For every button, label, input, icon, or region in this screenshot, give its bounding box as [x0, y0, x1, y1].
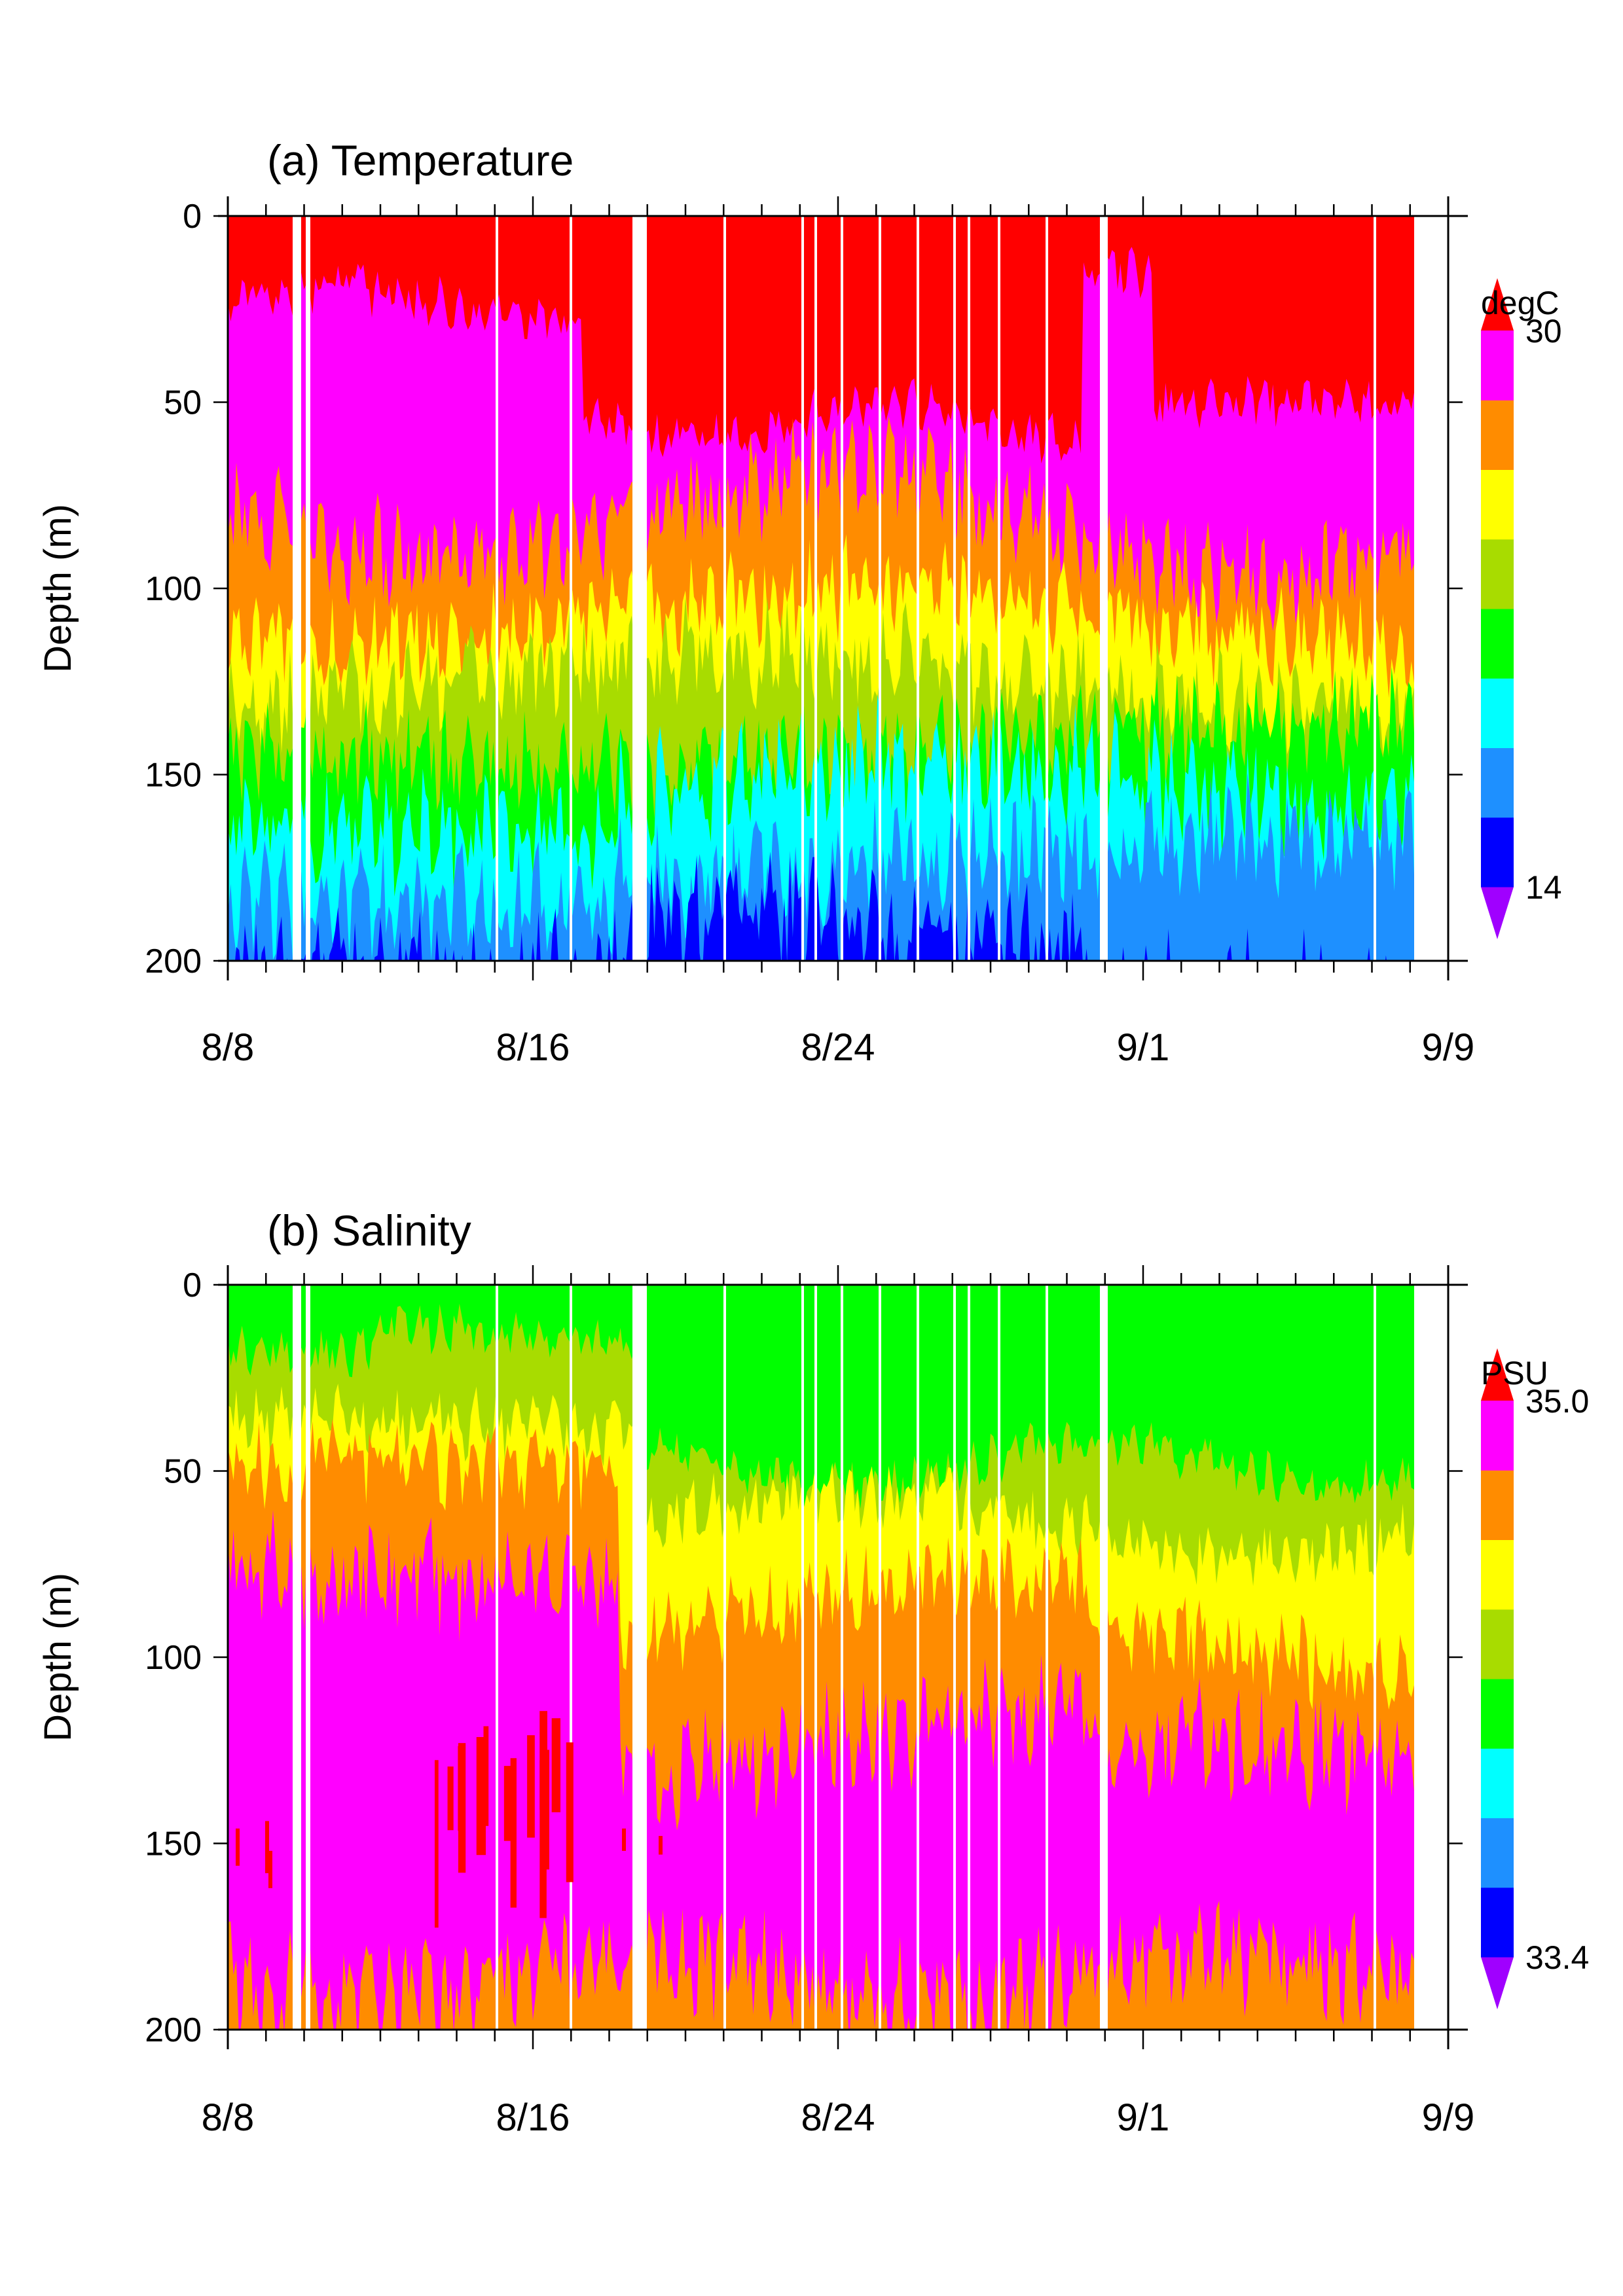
colorbar-segment: [1481, 331, 1514, 401]
colorbar-segment: [1481, 609, 1514, 679]
colorbar-segment: [1481, 1818, 1514, 1888]
colorbar-segment: [1481, 1470, 1514, 1540]
y-tick-label: 200: [145, 942, 202, 980]
data-gap: [1415, 1284, 1448, 2030]
contour-patch: [236, 1828, 240, 1866]
colorbar-segment: [1481, 539, 1514, 609]
x-tick-label: 9/9: [1422, 2096, 1475, 2139]
y-axis-label: Depth (m): [37, 504, 79, 673]
x-tick-label: 8/16: [496, 2096, 570, 2139]
contour-field: [228, 216, 1414, 961]
colorbar-segment: [1481, 1887, 1514, 1958]
y-tick-label: 50: [164, 1453, 202, 1491]
colorbar-max-label: 30: [1525, 313, 1562, 350]
colorbar-segment: [1481, 1539, 1514, 1610]
contour-patch: [458, 1743, 466, 1873]
contour-layer-16-18: [228, 773, 1414, 961]
colorbar-under-triangle: [1481, 887, 1514, 939]
x-tick-label: 8/24: [801, 1026, 875, 1069]
contour-patch: [539, 1760, 547, 1918]
colorbar-unit: PSU: [1481, 1355, 1548, 1391]
contour-patch: [659, 1836, 663, 1855]
data-gap: [1100, 215, 1108, 961]
contour-patch: [268, 1850, 272, 1888]
data-gap: [293, 1284, 301, 2030]
contour-patch: [551, 1718, 561, 1812]
contour-patch: [476, 1736, 486, 1856]
x-tick-label: 8/8: [202, 2096, 255, 2139]
contour-patch: [622, 1828, 626, 1851]
contour-field: [228, 1285, 1414, 2030]
colorbar-over-triangle: [1481, 1348, 1514, 1401]
x-tick-label: 9/1: [1117, 2096, 1170, 2139]
colorbar-segment: [1481, 1748, 1514, 1818]
y-tick-label: 200: [145, 2011, 202, 2049]
y-tick-label: 50: [164, 384, 202, 422]
colorbar-over-triangle: [1481, 278, 1514, 331]
contour-patch: [447, 1766, 454, 1831]
chart-title: (a) Temperature: [267, 136, 574, 185]
contour-patch: [483, 1726, 489, 1826]
data-gap: [1415, 215, 1448, 961]
y-tick-label: 0: [183, 198, 202, 236]
colorbar-segment: [1481, 1679, 1514, 1749]
x-tick-label: 8/24: [801, 2096, 875, 2139]
contour-layer-34.8-35.0: [228, 1509, 1414, 2030]
colorbar-under-triangle: [1481, 1957, 1514, 2009]
contour-patch: [265, 1821, 269, 1874]
contour-patch: [503, 1766, 514, 1841]
data-gap: [306, 1284, 310, 2030]
x-tick-label: 8/16: [496, 1026, 570, 1069]
y-tick-label: 0: [183, 1266, 202, 1304]
data-gap: [306, 215, 310, 961]
data-gap: [293, 215, 301, 961]
contour-patch: [434, 1760, 439, 1928]
data-gap: [1100, 1284, 1108, 2030]
contour-layer-34.8-35.0-deep: [228, 1899, 1414, 2030]
colorbar-segment: [1481, 469, 1514, 540]
y-tick-label: 150: [145, 1825, 202, 1863]
x-tick-label: 9/9: [1422, 1026, 1475, 1069]
colorbar-segment: [1481, 1609, 1514, 1679]
y-tick-label: 150: [145, 757, 202, 795]
contour-patch: [544, 1749, 549, 1870]
y-tick-label: 100: [145, 570, 202, 608]
colorbar-max-label: 35.0: [1525, 1383, 1589, 1420]
colorbar-segment: [1481, 400, 1514, 470]
colorbar-unit: degC: [1481, 285, 1559, 321]
colorbar-min-label: 33.4: [1525, 1939, 1589, 1976]
colorbar-segment: [1481, 817, 1514, 888]
x-tick-label: 8/8: [202, 1026, 255, 1069]
colorbar-segment: [1481, 1401, 1514, 1471]
temperature-panel: 0 50 100 150 200 8/8 8/16 8/24 9/1 9/9 Depth (m) (a…: [37, 136, 1562, 1069]
colorbar-segment: [1481, 747, 1514, 818]
contour-patch: [566, 1742, 574, 1882]
data-gap: [632, 1284, 647, 2030]
chart-title: (b) Salinity: [267, 1206, 471, 1255]
x-tick-label: 9/1: [1117, 1026, 1170, 1069]
salinity-panel: 0 50 100 150 200 8/8 8/16 8/24 9/1 9/9 Depth (m) (b…: [37, 1206, 1589, 2139]
colorbar-segment: [1481, 678, 1514, 748]
y-axis-label: Depth (m): [37, 1573, 79, 1742]
colorbar-min-label: 14: [1525, 869, 1562, 906]
contour-patch: [527, 1735, 535, 1838]
data-gap: [632, 215, 647, 961]
y-tick-label: 100: [145, 1639, 202, 1677]
